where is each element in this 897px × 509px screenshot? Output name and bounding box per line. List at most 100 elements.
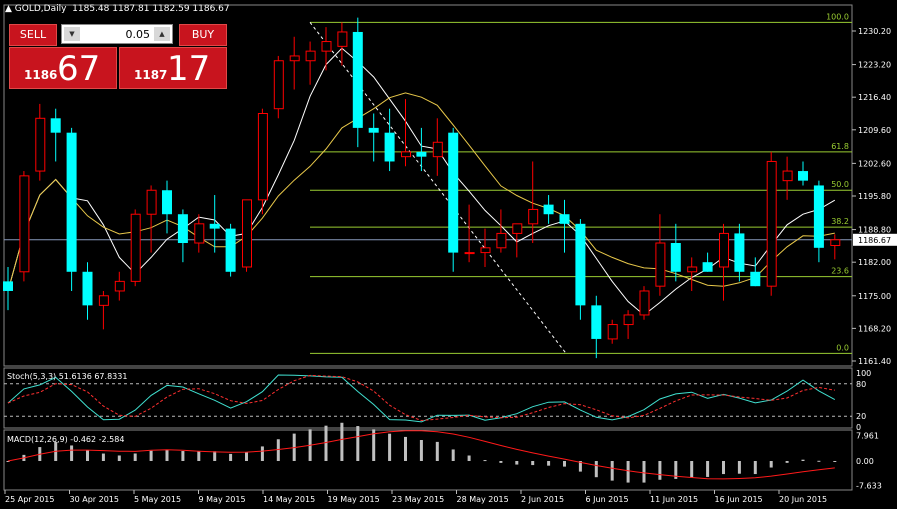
candle-body-bear — [670, 243, 681, 272]
fib-level-label: 50.0 — [831, 180, 849, 189]
candle-body-bull — [146, 189, 157, 215]
time-tick-label: 11 Jun 2015 — [650, 495, 698, 504]
macd-panel-frame — [3, 429, 853, 491]
macd-histogram-bar — [388, 433, 392, 461]
candle-body-bull — [19, 175, 30, 273]
lot-decrease-icon[interactable]: ▼ — [64, 27, 80, 41]
macd-histogram-bar — [610, 461, 614, 481]
macd-histogram-bar — [594, 461, 598, 478]
stoch-tick-label: 80 — [856, 380, 866, 389]
macd-label: MACD(12,26,9) -0.462 -2.584 — [7, 435, 124, 444]
lot-size-value[interactable]: 0.05 — [125, 28, 151, 41]
candle-body-bear — [798, 171, 808, 181]
candle-body-bear — [750, 271, 761, 287]
candle-body-bull — [623, 314, 634, 326]
macd-histogram-bar — [451, 449, 455, 461]
buy-price-box[interactable]: 1187 17 — [119, 47, 227, 89]
time-tick-label: 5 May 2015 — [134, 495, 181, 504]
candle-body-bear — [813, 185, 824, 248]
sell-button[interactable]: SELL — [9, 24, 57, 46]
price-tick-label: 1161.40 — [858, 357, 891, 366]
macd-histogram-bar — [531, 461, 535, 466]
candle-body-bull — [512, 223, 523, 234]
macd-tick-label: 7.961 — [856, 432, 879, 441]
candle-body-bear — [575, 223, 586, 306]
stoch-tick-label: 100 — [856, 369, 871, 378]
ohlc-values: 1185.48 1187.81 1182.59 1186.67 — [72, 4, 230, 14]
time-tick-label: 14 May 2015 — [263, 495, 315, 504]
candle-body-bull — [35, 117, 46, 172]
candle-body-bear — [50, 118, 61, 133]
time-tick-label: 16 Jun 2015 — [715, 495, 763, 504]
candle-body-bull — [766, 160, 777, 287]
candle-body-bear — [82, 271, 93, 306]
candle-body-bear — [448, 132, 459, 253]
macd-tick-label: 0.00 — [856, 457, 874, 466]
main-panel-frame — [3, 4, 853, 367]
candle-body-bear — [591, 305, 602, 339]
candle-body-bull — [528, 208, 539, 225]
lot-size-field[interactable]: ▼ 0.05 ▲ — [61, 24, 173, 44]
candle-body-bear — [162, 190, 172, 215]
macd-histogram-bar — [499, 461, 503, 463]
macd-histogram-bar — [547, 461, 551, 466]
lot-increase-icon[interactable]: ▲ — [154, 27, 170, 41]
buy-price-pips: 17 — [167, 49, 211, 89]
candle-body-bear — [352, 31, 363, 128]
candle-body-bear — [416, 151, 427, 157]
macd-histogram-bar — [753, 461, 757, 475]
sell-price-pips: 67 — [57, 49, 101, 89]
time-tick-label: 28 May 2015 — [457, 495, 509, 504]
macd-histogram-bar — [260, 446, 264, 461]
buy-button[interactable]: BUY — [179, 24, 227, 46]
macd-histogram-bar — [690, 461, 694, 478]
candle-body-bull — [337, 31, 348, 47]
macd-histogram-bar — [229, 453, 233, 461]
macd-signal-line — [7, 430, 835, 480]
candle-body-bear — [3, 281, 13, 291]
candle-body-bull — [639, 290, 650, 316]
candle-body-bull — [242, 199, 252, 268]
time-tick-label: 20 Jun 2015 — [779, 495, 827, 504]
macd-histogram-bar — [658, 461, 662, 480]
candle-body-bull — [607, 324, 618, 340]
macd-histogram-bar — [165, 449, 169, 461]
candle-body-bull — [496, 232, 507, 249]
macd-histogram-bar — [833, 461, 837, 462]
macd-histogram-bar — [722, 461, 725, 475]
candle-body-bull — [782, 170, 793, 182]
candle-body-bear — [177, 214, 188, 244]
sell-price-prefix: 1186 — [24, 68, 58, 82]
fib-level-label: 23.6 — [831, 267, 849, 276]
fib-trendline — [309, 22, 567, 354]
candle-body-bull — [830, 239, 841, 246]
macd-histogram-bar — [706, 461, 710, 477]
candle-body-bear — [384, 132, 395, 162]
candle-body-bear — [368, 127, 379, 133]
macd-histogram-bar — [213, 451, 217, 461]
time-tick-label: 23 May 2015 — [392, 495, 444, 504]
candle-body-bull — [719, 232, 729, 268]
chart-title-bar: ▲ GOLD,Daily 1185.48 1187.81 1182.59 118… — [5, 4, 230, 14]
candle-body-bull — [432, 141, 443, 158]
candle-body-bull — [194, 223, 205, 244]
stoch-tick-label: 20 — [856, 412, 866, 421]
time-tick-label: 19 May 2015 — [328, 495, 380, 504]
current-price-marker — [853, 233, 897, 246]
buy-price-prefix: 1187 — [134, 68, 168, 82]
sell-price-box[interactable]: 1186 67 — [9, 47, 117, 89]
stoch-label: Stoch(5,3,3) 51.6136 67.8331 — [7, 372, 127, 381]
price-tick-label: 1209.60 — [858, 126, 891, 135]
macd-histogram-bar — [626, 461, 630, 483]
price-tick-label: 1216.40 — [858, 93, 891, 102]
macd-histogram-bar — [515, 461, 519, 465]
candle-body-bull — [480, 247, 491, 254]
macd-histogram-bar — [276, 439, 280, 461]
candle-body-bear — [66, 132, 77, 272]
macd-histogram-bar — [467, 455, 471, 461]
candle-body-bear — [702, 262, 713, 272]
time-tick-label: 25 Apr 2015 — [5, 495, 54, 504]
fib-level-label: 61.8 — [831, 142, 849, 151]
macd-histogram-bar — [356, 426, 360, 461]
